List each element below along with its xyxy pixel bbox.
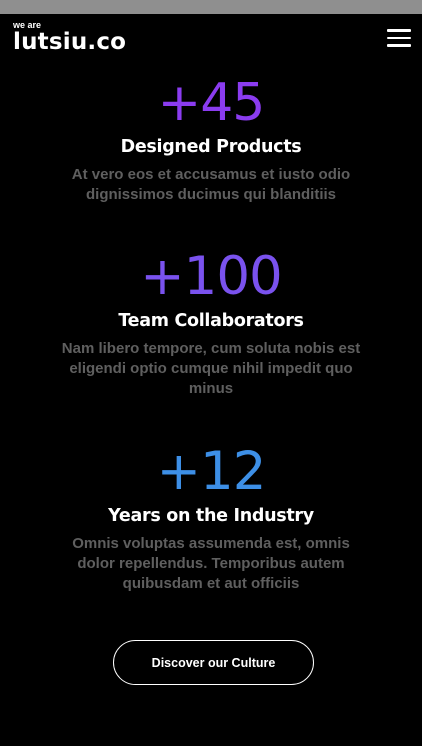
stat-number: +100 — [140, 246, 283, 307]
stat-description: At vero eos et accusamus et iusto odio d… — [71, 166, 351, 203]
browser-top-bar — [0, 0, 422, 14]
menu-line — [387, 29, 411, 32]
stat-title: Team Collaborators — [118, 311, 304, 331]
stat-number: +12 — [156, 441, 267, 502]
stat-description: Nam libero tempore, cum soluta nobis est… — [61, 340, 361, 397]
brand-prefix: we are — [13, 20, 42, 30]
stat-years-industry: +12 Years on the Industry Omnis voluptas… — [0, 443, 422, 594]
stat-description: Omnis voluptas assumenda est, omnis dolo… — [72, 535, 350, 592]
brand-logo[interactable]: we are lutsiu.co — [13, 20, 126, 54]
stat-title: Years on the Industry — [108, 506, 314, 526]
site-header: we are lutsiu.co — [0, 14, 422, 64]
discover-culture-button[interactable]: Discover our Culture — [113, 640, 314, 685]
menu-line — [387, 36, 411, 39]
stat-designed-products: +45 Designed Products At vero eos et acc… — [0, 74, 422, 205]
hamburger-menu-icon[interactable] — [387, 29, 411, 47]
stat-team-collaborators: +100 Team Collaborators Nam libero tempo… — [0, 248, 422, 399]
stat-number: +45 — [157, 73, 266, 133]
brand-name: lutsiu.co — [13, 29, 127, 55]
menu-line — [387, 44, 411, 47]
stat-title: Designed Products — [120, 137, 302, 157]
